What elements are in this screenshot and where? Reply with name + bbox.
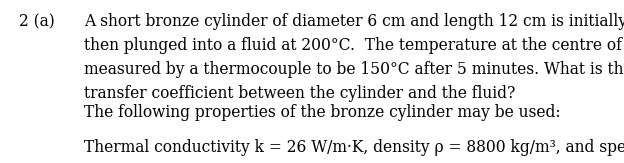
Text: Thermal conductivity k = 26 W/m·K, density ρ = 8800 kg/m³, and specific heat c =: Thermal conductivity k = 26 W/m·K, densi… bbox=[84, 139, 624, 163]
Text: A short bronze cylinder of diameter 6 cm and length 12 cm is initially at 40°C a: A short bronze cylinder of diameter 6 cm… bbox=[84, 13, 624, 103]
Text: The following properties of the bronze cylinder may be used:: The following properties of the bronze c… bbox=[84, 104, 561, 121]
Text: 2 (a): 2 (a) bbox=[19, 13, 54, 30]
